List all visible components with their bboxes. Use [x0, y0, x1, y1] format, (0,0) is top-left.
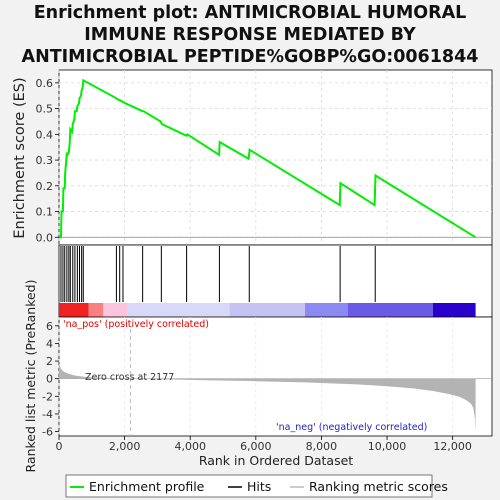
es-grid	[58, 70, 492, 245]
legend-label-metric: Ranking metric scores	[309, 479, 448, 494]
x-tick-label: 0	[56, 440, 63, 453]
chart-title: Enrichment plot: ANTIMICROBIAL HUMORAL I…	[22, 3, 479, 67]
metric-ytick-label: -4	[42, 408, 53, 421]
color-bar-segment	[59, 303, 89, 317]
x-tick-label: 12,000	[433, 440, 472, 453]
es-ytick-label: 0.6	[36, 77, 54, 90]
x-tick-label: 6,000	[240, 440, 272, 453]
metric-ytick-label: -6	[42, 426, 53, 439]
color-bar-segment	[88, 303, 104, 317]
ranking-color-bar	[59, 303, 476, 317]
x-tick-label: 10,000	[368, 440, 407, 453]
metric-ytick-label: 6	[46, 320, 53, 333]
x-tick-label: 4,000	[174, 440, 206, 453]
color-bar-segment	[229, 303, 306, 317]
hits-panel	[58, 244, 493, 318]
es-ytick-label: 0.0	[36, 231, 54, 244]
neg-annotation: 'na_neg' (negatively correlated)	[276, 422, 427, 433]
es-ylabel: Enrichment score (ES)	[12, 77, 28, 238]
es-ytick-label: 0.2	[36, 180, 54, 193]
metric-ytick-label: 4	[46, 337, 53, 350]
x-tick-label: 8,000	[306, 440, 338, 453]
legend-label-es: Enrichment profile	[89, 479, 205, 494]
es-panel: 0.0 0.1 0.2 0.3 0.4 0.5 0.6 Enrichment score (…	[12, 69, 493, 246]
x-axis-label: Rank in Ordered Dataset	[199, 453, 353, 468]
legend-label-hits: Hits	[247, 479, 271, 494]
title-line-1: Enrichment plot: ANTIMICROBIAL HUMORAL	[34, 3, 467, 23]
metric-yticks: -6 -4 -2 0 2 4 6	[42, 320, 59, 439]
color-bar-segment	[347, 303, 433, 317]
metric-ytick-label: 2	[46, 355, 53, 368]
hits-lines	[60, 246, 376, 302]
metric-panel: -6 -4 -2 0 2 4 6 'na_pos' (positively correlat…	[23, 280, 493, 473]
x-axis: 0 2,000 4,000 6,000 8,000 10,000 12,000 Rank i…	[56, 436, 472, 468]
legend: Enrichment profile Hits Ranking metric s…	[65, 474, 448, 498]
color-bar-segment	[127, 303, 230, 317]
color-bar-segment	[432, 303, 476, 317]
es-ytick-label: 0.4	[36, 128, 54, 141]
x-ticks: 0 2,000 4,000 6,000 8,000 10,000 12,000	[56, 436, 472, 453]
es-ytick-label: 0.5	[36, 103, 54, 116]
color-bar-segment	[305, 303, 348, 317]
title-line-2: IMMUNE RESPONSE MEDIATED BY	[84, 25, 416, 45]
es-yticks: 0.0 0.1 0.2 0.3 0.4 0.5 0.6	[36, 77, 59, 244]
metric-ylabel: Ranked list metric (PreRanked)	[23, 280, 38, 473]
zero-cross-annotation: Zero cross at 2177	[85, 372, 174, 383]
es-series-line	[59, 78, 477, 239]
es-plot-area	[58, 69, 493, 246]
es-ytick-label: 0.3	[36, 154, 54, 167]
es-ytick-label: 0.1	[36, 206, 54, 219]
metric-area	[59, 362, 476, 432]
legend-box	[65, 474, 433, 498]
title-line-3: ANTIMICROBIAL PEPTIDE%GOBP%GO:0061844	[22, 47, 479, 67]
metric-ytick-label: -2	[42, 390, 53, 403]
metric-plot-area	[58, 316, 493, 437]
color-bar-segment	[103, 303, 128, 317]
metric-ytick-label: 0	[46, 373, 53, 386]
x-tick-label: 2,000	[109, 440, 141, 453]
pos-annotation: 'na_pos' (positively correlated)	[63, 319, 209, 330]
